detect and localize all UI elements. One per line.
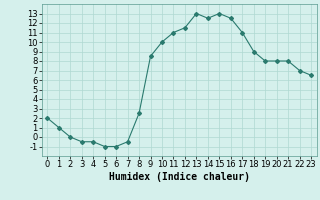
X-axis label: Humidex (Indice chaleur): Humidex (Indice chaleur) — [109, 172, 250, 182]
